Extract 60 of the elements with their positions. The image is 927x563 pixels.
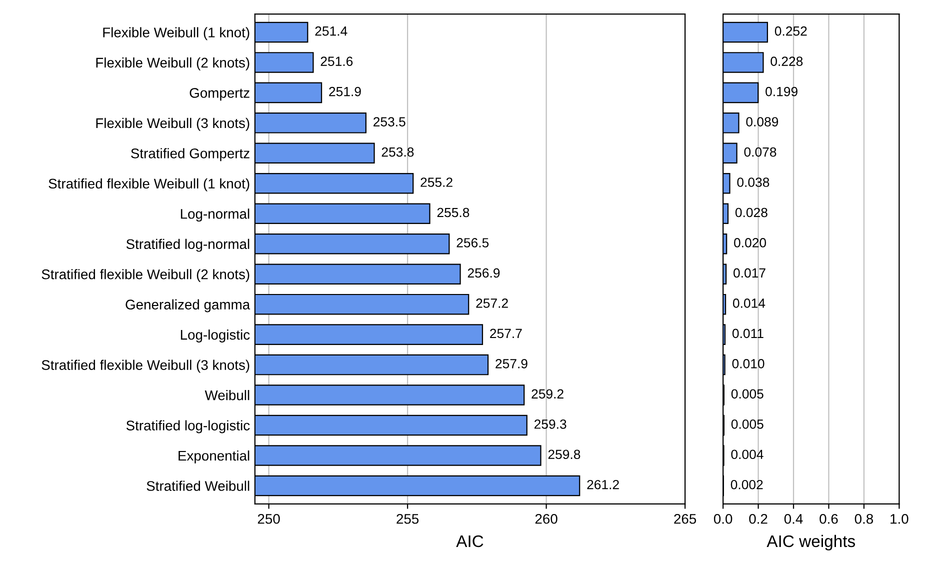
data-label: 0.017 bbox=[734, 268, 766, 278]
data-label: 0.078 bbox=[744, 147, 776, 157]
data-label: 0.089 bbox=[746, 117, 778, 126]
data-label: 0.014 bbox=[732, 298, 766, 308]
x-tick-label: 250 bbox=[258, 514, 280, 524]
data-label: 0.011 bbox=[732, 328, 764, 338]
x-axis-title: AIC bbox=[456, 535, 484, 548]
y-tick-label: Stratified log-logistic bbox=[126, 420, 250, 434]
y-tick-label: Gompertz bbox=[190, 88, 250, 101]
data-label: 0.038 bbox=[737, 178, 770, 187]
data-label: 253.5 bbox=[374, 117, 406, 126]
data-label: 0.004 bbox=[731, 450, 764, 460]
data-label: 256.9 bbox=[468, 268, 500, 278]
x-tick-label: 0.0 bbox=[714, 514, 732, 524]
y-tick-label: Weibull bbox=[204, 390, 250, 400]
x-tick-label: 0.2 bbox=[749, 514, 768, 524]
data-label: 0.002 bbox=[730, 480, 763, 490]
x-tick-label: 0.4 bbox=[784, 514, 803, 524]
y-tick-label: Flexible Weibull (3 knots) bbox=[96, 118, 250, 131]
data-label: 0.010 bbox=[732, 359, 764, 368]
data-label: 0.005 bbox=[731, 419, 764, 429]
x-tick-label: 0.6 bbox=[820, 514, 838, 524]
data-label: 256.5 bbox=[456, 238, 489, 248]
data-label: 257.9 bbox=[496, 359, 528, 368]
data-label: 0.028 bbox=[735, 208, 768, 218]
data-label: 251.4 bbox=[315, 26, 348, 36]
x-axis-title: AIC weights bbox=[766, 534, 855, 550]
y-tick-label: Flexible Weibull (2 knots) bbox=[96, 57, 250, 70]
y-tick-label: Log-logistic bbox=[180, 330, 250, 342]
data-label: 0.252 bbox=[774, 26, 807, 36]
y-tick-label: Stratified Weibull bbox=[146, 480, 250, 491]
y-tick-label: Exponential bbox=[178, 450, 250, 464]
x-tick-label: 260 bbox=[535, 514, 558, 524]
data-label: 259.3 bbox=[534, 419, 566, 429]
y-tick-label: Stratified Gompertz bbox=[131, 148, 250, 162]
data-label: 0.005 bbox=[731, 389, 764, 399]
data-label: 261.2 bbox=[587, 480, 619, 490]
data-label: 257.2 bbox=[476, 298, 508, 308]
y-tick-label: Flexible Weibull (1 knot) bbox=[103, 27, 250, 40]
data-label: 257.7 bbox=[490, 328, 522, 338]
y-tick-label: Stratified flexible Weibull (1 knot) bbox=[48, 178, 250, 192]
data-label: 251.9 bbox=[329, 86, 361, 96]
y-tick-label: Log-normal bbox=[180, 208, 250, 222]
data-label: 251.6 bbox=[320, 56, 353, 66]
data-label: 0.199 bbox=[766, 86, 798, 96]
data-label: 259.8 bbox=[548, 450, 580, 460]
x-tick-label: 255 bbox=[396, 514, 419, 524]
data-label: 255.2 bbox=[420, 178, 452, 187]
y-tick-label: Stratified flexible Weibull (2 knots) bbox=[42, 269, 250, 282]
data-label: 253.8 bbox=[382, 147, 414, 157]
y-tick-label: Generalized gamma bbox=[126, 299, 250, 312]
x-tick-label: 265 bbox=[674, 514, 696, 524]
y-tick-label: Stratified log-normal bbox=[126, 238, 250, 252]
data-label: 0.228 bbox=[770, 56, 803, 66]
data-label: 259.2 bbox=[532, 389, 564, 399]
data-label: 0.020 bbox=[734, 238, 766, 248]
x-tick-label: 1.0 bbox=[890, 514, 908, 524]
x-tick-label: 0.8 bbox=[854, 514, 874, 524]
data-label: 255.8 bbox=[437, 208, 470, 218]
y-tick-label: Stratified flexible Weibull (3 knots) bbox=[42, 360, 250, 373]
